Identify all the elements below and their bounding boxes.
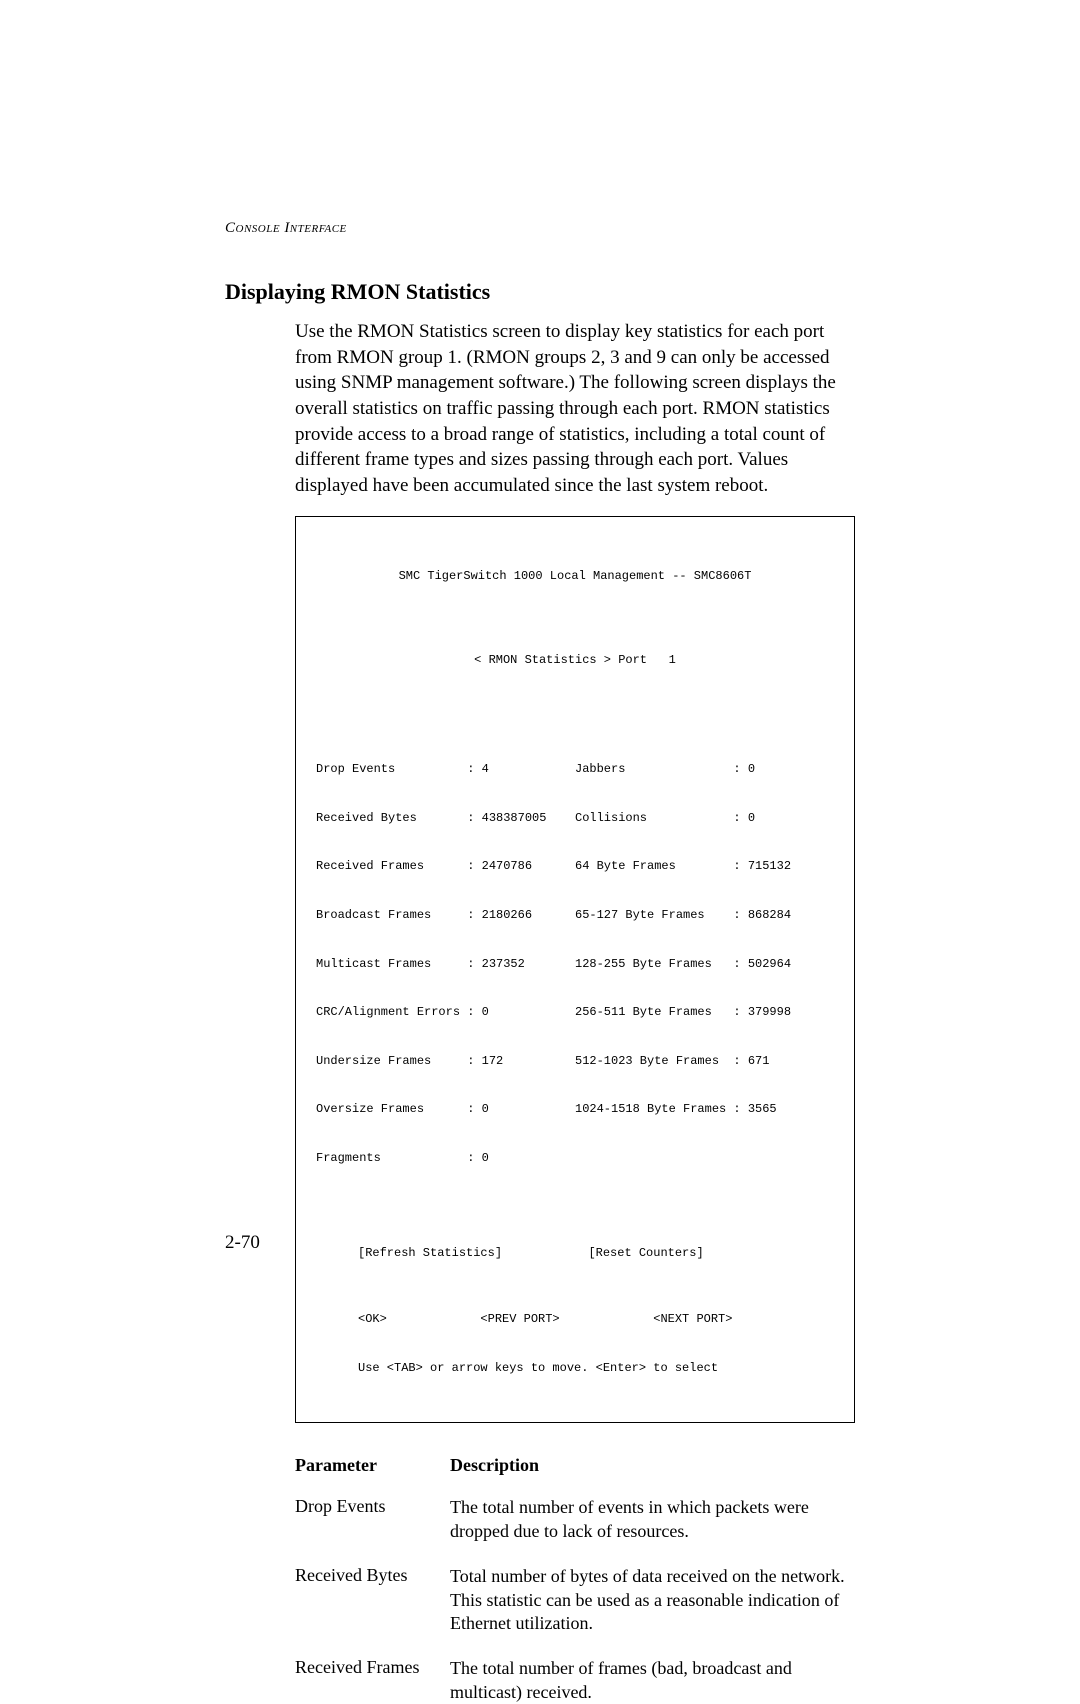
body-paragraph: Use the RMON Statistics screen to displa…: [295, 319, 855, 498]
param-header-desc: Description: [450, 1455, 539, 1476]
console-actions: [Refresh Statistics] [Reset Counters]: [316, 1245, 834, 1261]
param-header-label: Parameter: [295, 1455, 450, 1476]
stat-row: Broadcast Frames : 2180266: [316, 907, 575, 923]
stats-left-col: Drop Events : 4 Received Bytes : 4383870…: [316, 729, 575, 1198]
stat-row: 256-511 Byte Frames : 379998: [575, 1004, 834, 1020]
stat-row: Drop Events : 4: [316, 761, 575, 777]
console-screenshot: SMC TigerSwitch 1000 Local Management --…: [295, 516, 855, 1423]
param-desc: Total number of bytes of data received o…: [450, 1565, 855, 1635]
parameter-table: Parameter Description Drop Events The to…: [295, 1455, 855, 1704]
console-title: SMC TigerSwitch 1000 Local Management --…: [316, 568, 834, 584]
param-label: Received Frames: [295, 1657, 450, 1704]
stat-row: Jabbers : 0: [575, 761, 834, 777]
stats-right-col: Jabbers : 0 Collisions : 0 64 Byte Frame…: [575, 729, 834, 1198]
stat-row: Received Bytes : 438387005: [316, 810, 575, 826]
stat-row: Collisions : 0: [575, 810, 834, 826]
param-desc: The total number of events in which pack…: [450, 1496, 855, 1543]
stats-columns: Drop Events : 4 Received Bytes : 4383870…: [316, 729, 834, 1198]
stat-row: Undersize Frames : 172: [316, 1053, 575, 1069]
stat-row: 64 Byte Frames : 715132: [575, 858, 834, 874]
param-label: Received Bytes: [295, 1565, 450, 1635]
stat-row: Fragments : 0: [316, 1150, 575, 1166]
param-desc: The total number of frames (bad, broadca…: [450, 1657, 855, 1704]
console-nav-line2: Use <TAB> or arrow keys to move. <Enter>…: [316, 1360, 834, 1376]
console-nav-line1: <OK> <PREV PORT> <NEXT PORT>: [316, 1311, 834, 1327]
stat-row: 1024-1518 Byte Frames : 3565: [575, 1101, 834, 1117]
page-number: 2-70: [225, 1232, 260, 1254]
stat-row: 512-1023 Byte Frames : 671: [575, 1053, 834, 1069]
stat-row: Received Frames : 2470786: [316, 858, 575, 874]
stat-row: CRC/Alignment Errors : 0: [316, 1004, 575, 1020]
stat-row: Oversize Frames : 0: [316, 1101, 575, 1117]
parameter-table-header: Parameter Description: [295, 1455, 855, 1476]
param-row: Received Bytes Total number of bytes of …: [295, 1565, 855, 1635]
stat-row: 65-127 Byte Frames : 868284: [575, 907, 834, 923]
page-heading: Displaying RMON Statistics: [225, 279, 855, 305]
param-label: Drop Events: [295, 1496, 450, 1543]
section-header: Console Interface: [225, 220, 855, 237]
stat-row: Multicast Frames : 237352: [316, 956, 575, 972]
console-subtitle: < RMON Statistics > Port 1: [316, 652, 834, 668]
stat-row: 128-255 Byte Frames : 502964: [575, 956, 834, 972]
param-row: Drop Events The total number of events i…: [295, 1496, 855, 1543]
param-row: Received Frames The total number of fram…: [295, 1657, 855, 1704]
